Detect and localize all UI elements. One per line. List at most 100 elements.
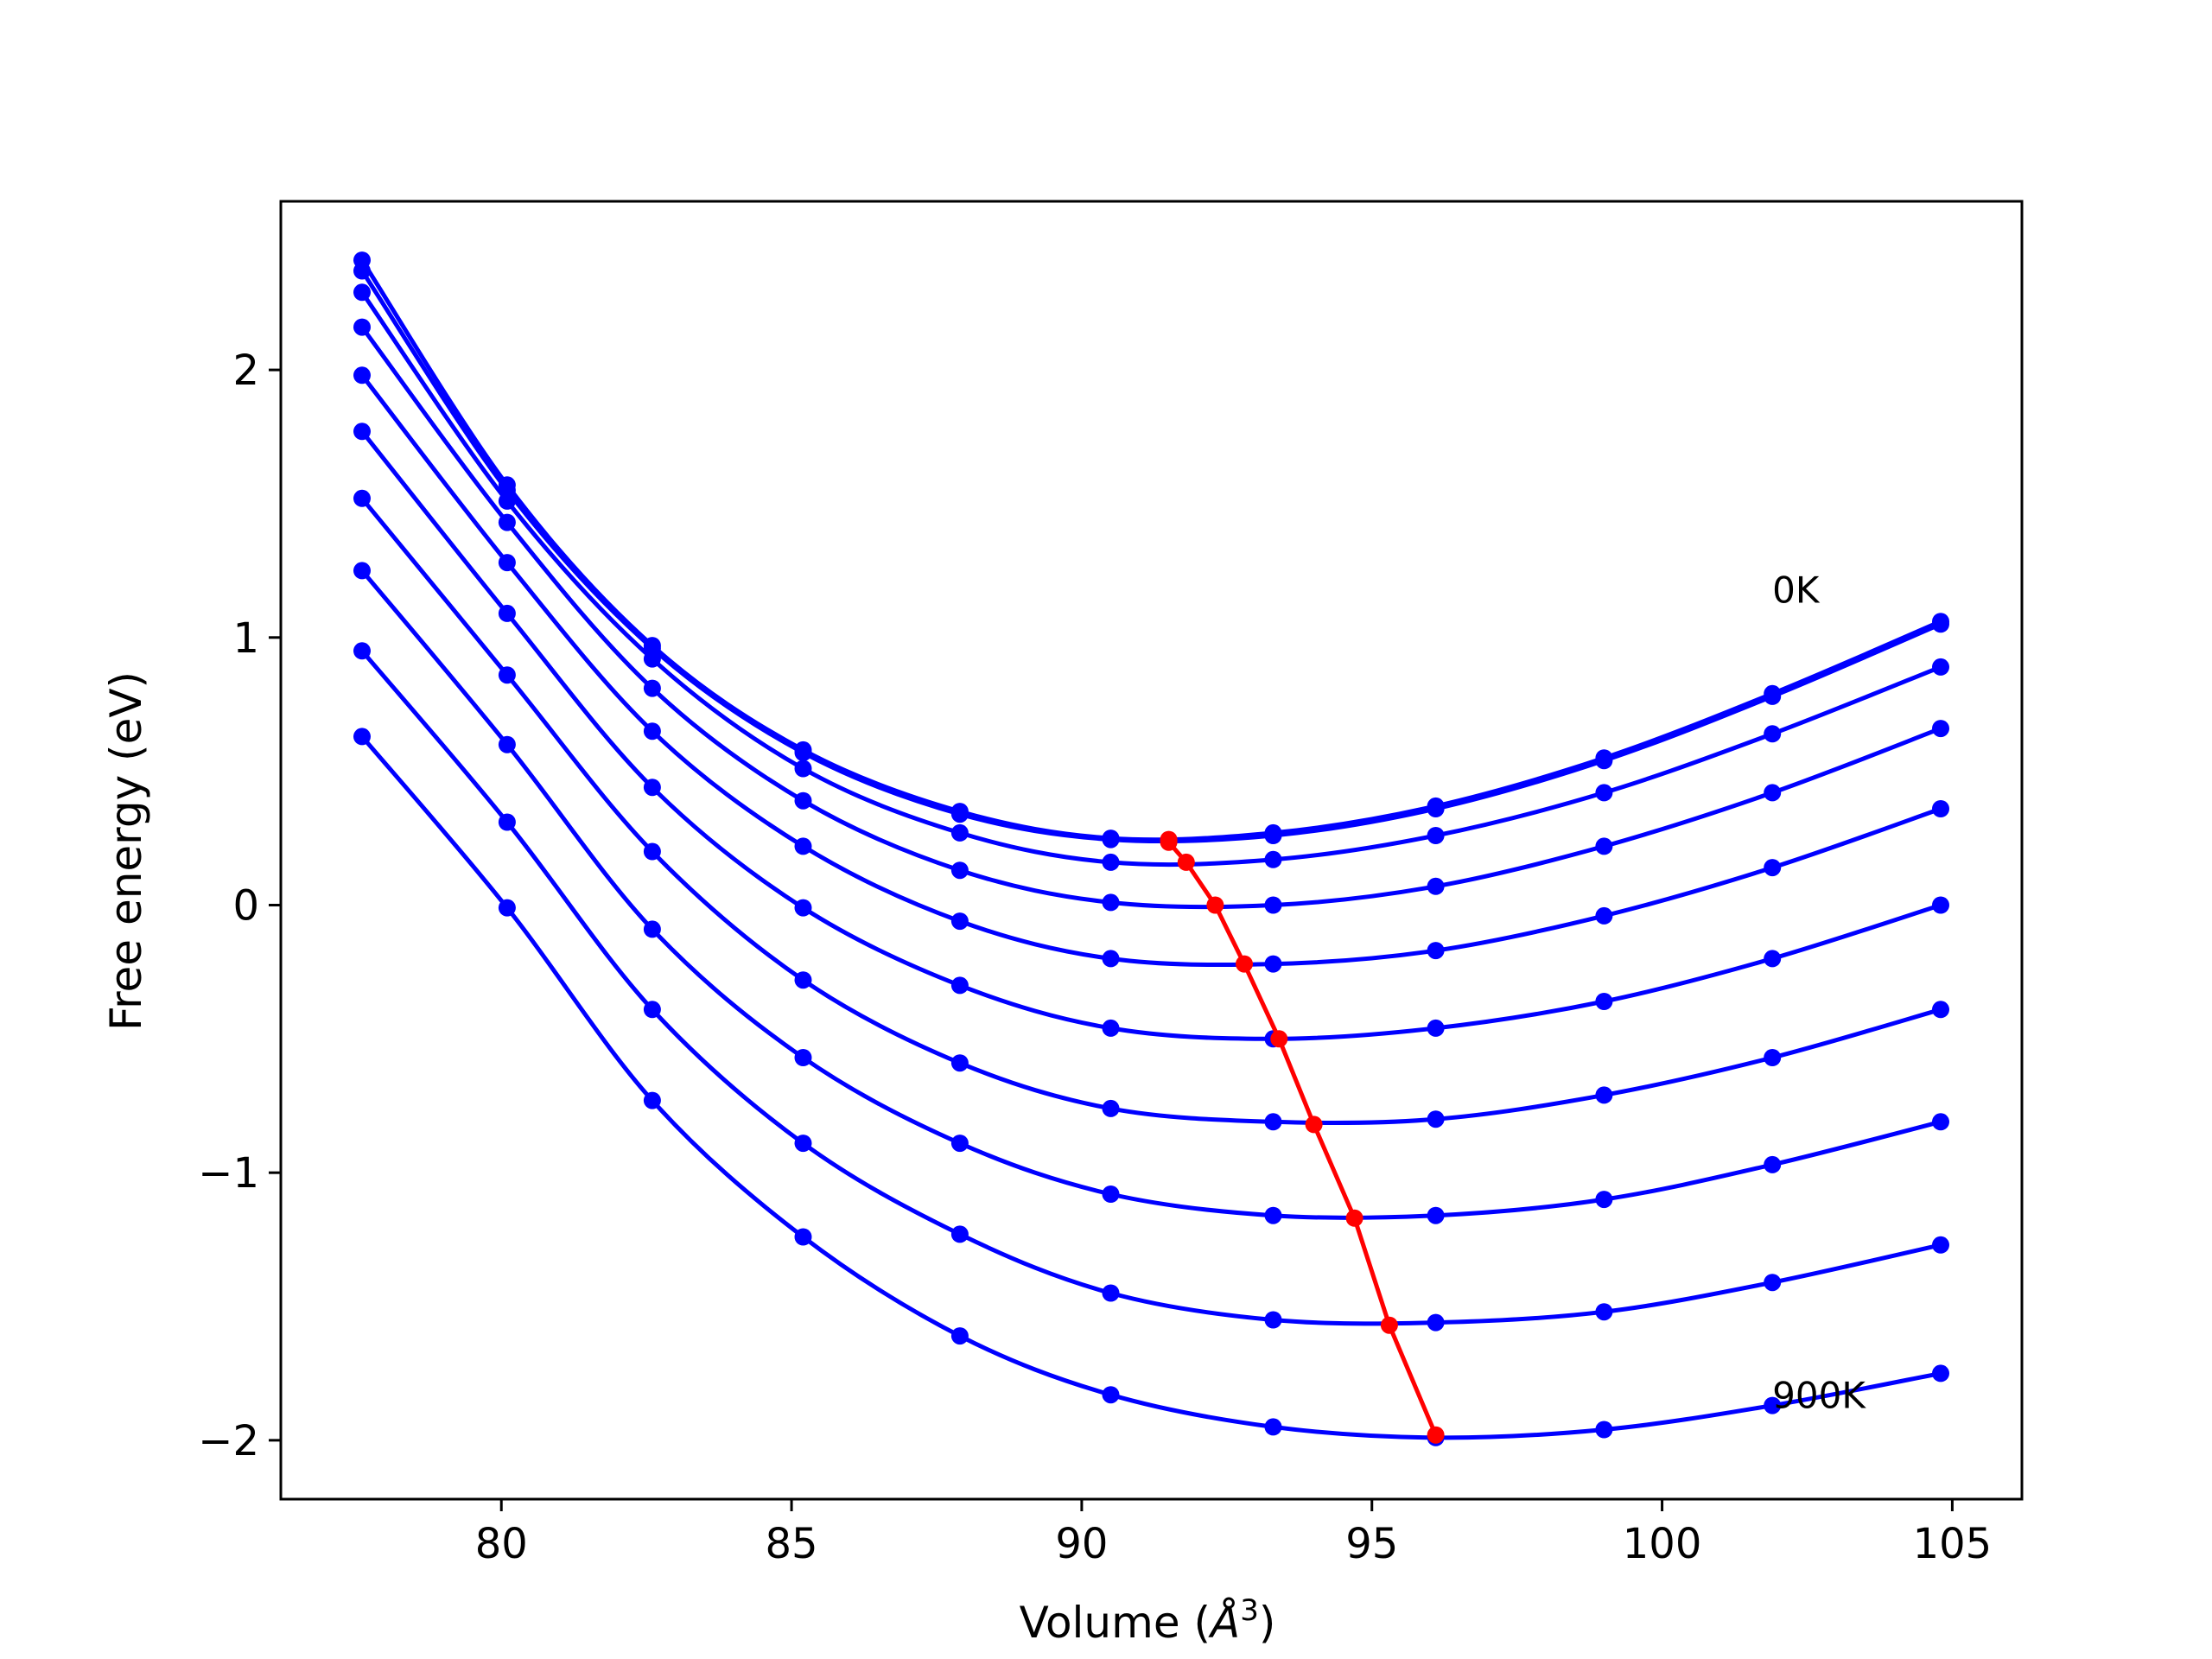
minimum-point-9 bbox=[1427, 1426, 1445, 1444]
data-point-s3-p1 bbox=[498, 513, 516, 531]
data-point-s8-p2 bbox=[643, 1001, 661, 1019]
x-tick-label: 95 bbox=[1345, 1520, 1398, 1568]
data-point-s6-p0 bbox=[353, 489, 371, 507]
data-point-s7-p1 bbox=[498, 735, 516, 753]
data-point-s1-p8 bbox=[1595, 752, 1613, 770]
data-point-s5-p7 bbox=[1427, 1019, 1445, 1037]
x-tick-label: 80 bbox=[475, 1520, 528, 1568]
data-point-s7-p0 bbox=[353, 562, 371, 580]
data-point-s2-p1 bbox=[498, 492, 516, 510]
annotations: 0K 900K bbox=[1772, 569, 1866, 1417]
series-line-9 bbox=[360, 734, 1942, 1440]
data-point-s1-p5 bbox=[1102, 830, 1120, 849]
x-tick-label: 100 bbox=[1623, 1520, 1702, 1568]
data-point-s1-p0 bbox=[353, 262, 371, 280]
data-point-s9-p3 bbox=[794, 1228, 812, 1246]
data-point-s9-p10 bbox=[1932, 1364, 1949, 1382]
data-point-s7-p2 bbox=[643, 920, 661, 938]
data-point-s1-p7 bbox=[1427, 800, 1445, 817]
data-point-s9-p8 bbox=[1595, 1421, 1613, 1439]
data-point-s7-p7 bbox=[1427, 1206, 1445, 1224]
x-axis-label-exponent: 3 bbox=[1240, 1593, 1259, 1628]
curves-layer bbox=[353, 251, 1949, 1446]
minima-layer bbox=[1160, 830, 1445, 1444]
minimum-point-3 bbox=[1206, 896, 1224, 914]
data-point-s4-p8 bbox=[1595, 906, 1613, 925]
minimum-point-6 bbox=[1305, 1116, 1323, 1134]
data-point-s3-p3 bbox=[794, 791, 812, 810]
y-tick-label: −1 bbox=[198, 1149, 259, 1198]
data-point-s5-p10 bbox=[1932, 896, 1949, 914]
data-point-s1-p6 bbox=[1264, 827, 1282, 844]
data-point-s3-p9 bbox=[1764, 784, 1782, 802]
data-point-s9-p4 bbox=[950, 1327, 969, 1345]
series-line-8 bbox=[360, 649, 1942, 1326]
data-point-s7-p8 bbox=[1595, 1191, 1613, 1209]
data-point-s5-p0 bbox=[353, 423, 371, 441]
data-point-s6-p2 bbox=[643, 842, 661, 861]
data-point-s2-p10 bbox=[1932, 658, 1949, 676]
data-point-s9-p2 bbox=[643, 1091, 661, 1109]
data-point-s3-p5 bbox=[1102, 893, 1120, 912]
data-point-s9-p9 bbox=[1764, 1396, 1782, 1414]
data-point-s5-p4 bbox=[950, 976, 969, 995]
minimum-point-7 bbox=[1345, 1209, 1363, 1227]
data-point-s6-p7 bbox=[1427, 1110, 1445, 1128]
minimum-point-2 bbox=[1177, 853, 1195, 871]
data-point-s3-p10 bbox=[1932, 720, 1949, 738]
annotation-label-1: 900K bbox=[1772, 1375, 1866, 1417]
data-point-s4-p2 bbox=[643, 722, 661, 741]
data-point-s9-p1 bbox=[498, 899, 516, 917]
data-point-s6-p4 bbox=[950, 1054, 969, 1072]
data-point-s8-p5 bbox=[1102, 1284, 1120, 1302]
data-point-s6-p6 bbox=[1264, 1113, 1282, 1131]
data-point-s4-p0 bbox=[353, 366, 371, 385]
data-point-s3-p2 bbox=[643, 679, 661, 697]
x-tick-label: 105 bbox=[1913, 1520, 1993, 1568]
x-axis-label-unit: Å bbox=[1208, 1598, 1240, 1648]
x-axis-label: Volume (Å3) bbox=[1020, 1593, 1276, 1648]
y-axis-label: Free energy (eV) bbox=[101, 671, 151, 1031]
data-point-s8-p8 bbox=[1595, 1303, 1613, 1321]
data-point-s2-p4 bbox=[950, 823, 969, 842]
annotation-label-0: 0K bbox=[1772, 569, 1821, 612]
data-point-s5-p3 bbox=[794, 899, 812, 917]
data-point-s4-p9 bbox=[1764, 859, 1782, 877]
series-line-1 bbox=[359, 270, 1942, 844]
data-point-s5-p2 bbox=[643, 779, 661, 797]
data-point-s9-p5 bbox=[1102, 1386, 1120, 1404]
data-point-s3-p6 bbox=[1264, 896, 1282, 914]
data-point-s2-p6 bbox=[1264, 850, 1282, 868]
data-point-s2-p8 bbox=[1595, 784, 1613, 802]
y-axis-ticks: −2 −1 0 1 2 bbox=[198, 346, 281, 1465]
data-point-s6-p5 bbox=[1102, 1099, 1120, 1117]
data-point-s2-p0 bbox=[353, 283, 371, 302]
data-point-s5-p1 bbox=[498, 604, 516, 622]
data-point-s7-p9 bbox=[1764, 1155, 1782, 1173]
data-point-s1-p10 bbox=[1932, 615, 1949, 633]
data-point-s8-p0 bbox=[353, 642, 371, 660]
plot-area-frame bbox=[279, 200, 2024, 1501]
y-tick-label: 0 bbox=[232, 881, 259, 930]
data-point-s8-p9 bbox=[1764, 1274, 1782, 1292]
data-point-s6-p9 bbox=[1764, 1049, 1782, 1066]
data-point-s4-p5 bbox=[1102, 950, 1120, 968]
y-tick-label: 1 bbox=[232, 614, 259, 663]
data-point-s8-p7 bbox=[1427, 1313, 1445, 1332]
data-point-s5-p8 bbox=[1595, 993, 1613, 1010]
x-axis-ticks: 80 85 90 95 100 105 bbox=[475, 1499, 1993, 1568]
data-point-s8-p1 bbox=[498, 813, 516, 831]
data-point-s7-p10 bbox=[1932, 1113, 1949, 1131]
data-point-s4-p1 bbox=[498, 554, 516, 572]
data-point-s4-p3 bbox=[794, 837, 812, 855]
data-point-s5-p5 bbox=[1102, 1019, 1120, 1037]
series-line-4 bbox=[360, 373, 1942, 968]
x-axis-label-main: Volume ( bbox=[1020, 1598, 1211, 1648]
data-point-s1-p9 bbox=[1764, 687, 1782, 705]
data-point-s1-p3 bbox=[794, 744, 812, 761]
data-point-s8-p10 bbox=[1932, 1236, 1949, 1254]
series-line-2 bbox=[359, 290, 1942, 868]
data-point-s6-p10 bbox=[1932, 1001, 1949, 1019]
minimum-point-5 bbox=[1270, 1030, 1288, 1048]
